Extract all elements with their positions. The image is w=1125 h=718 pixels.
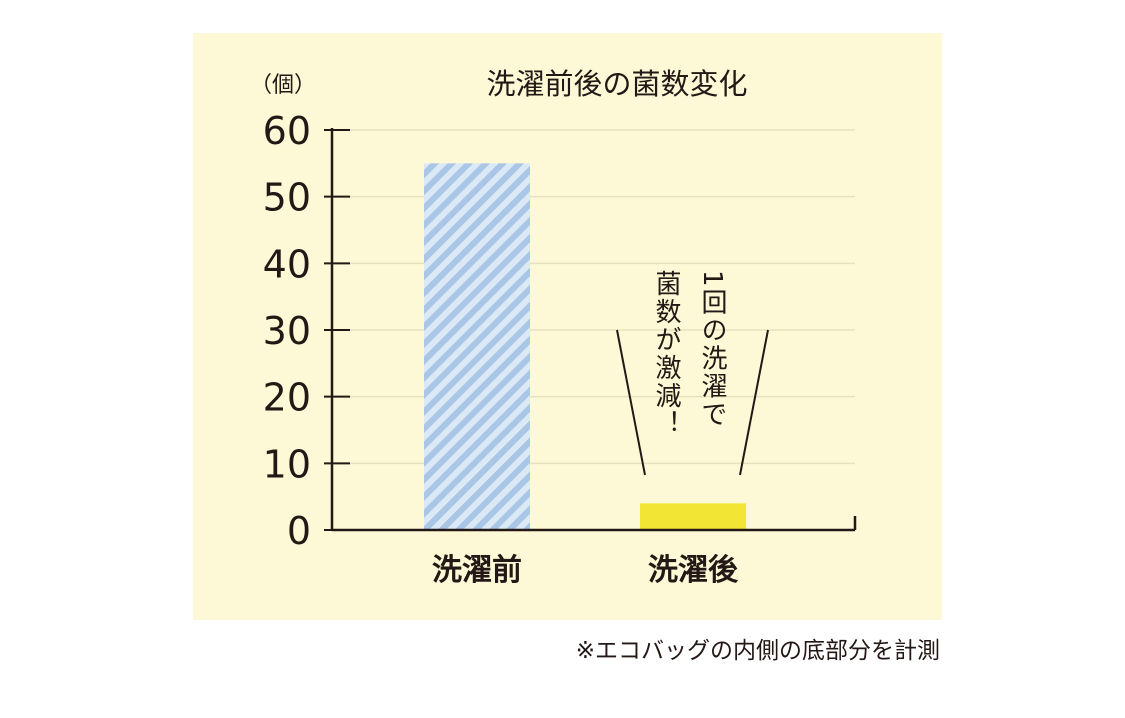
callout-left-line (616, 329, 646, 476)
bar-before-wash (424, 163, 530, 531)
y-tick-label: 10 (263, 442, 311, 486)
chart-title: 洗濯前後の菌数変化 (486, 67, 747, 101)
x-category-label: 洗濯後 (648, 553, 739, 588)
y-tick-label: 40 (263, 242, 311, 286)
y-unit-label: （個） (250, 73, 316, 98)
chart-background (193, 33, 942, 620)
bars (424, 163, 746, 531)
grid-lines (332, 129, 855, 465)
y-tick-label: 20 (263, 376, 311, 420)
annotation-line-2: 菌数が激減！ (651, 270, 681, 438)
y-tick-label: 50 (263, 176, 311, 220)
bar-after-wash (640, 503, 746, 530)
category-labels: 洗濯前 洗濯後 (432, 553, 739, 588)
y-tick-label: 0 (287, 509, 311, 553)
y-tick-label: 60 (263, 109, 311, 153)
x-category-label: 洗濯前 (432, 553, 522, 588)
y-tick-labels: 0 10 20 30 40 50 60 (263, 109, 311, 553)
annotation-callout: 1回の洗濯で 菌数が激減！ (616, 270, 769, 476)
annotation-line-1: 1回の洗濯で (697, 270, 727, 429)
footnote: ※エコバッグの内側の底部分を計測 (575, 638, 940, 664)
callout-right-line (739, 329, 769, 476)
y-tick-label: 30 (263, 309, 311, 353)
axes (324, 128, 857, 532)
